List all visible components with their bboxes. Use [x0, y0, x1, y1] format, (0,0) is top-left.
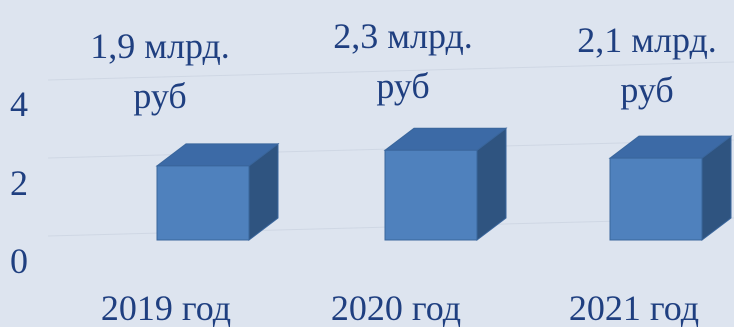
- y-tick-label: 4: [10, 84, 28, 124]
- data-label: руб: [133, 76, 186, 116]
- y-tick-label: 2: [10, 163, 28, 203]
- data-label: 2,3 млрд.: [333, 16, 473, 56]
- bar: [156, 165, 250, 241]
- data-label: 1,9 млрд.: [90, 26, 230, 66]
- y-tick-label: 0: [10, 241, 28, 281]
- bar: [384, 149, 478, 241]
- x-tick-label: 2020 год: [331, 288, 461, 327]
- bar: [609, 157, 703, 241]
- data-label: руб: [620, 70, 673, 110]
- x-tick-label: 2021 год: [569, 288, 699, 327]
- gridline: [47, 61, 734, 81]
- data-label: 2,1 млрд.: [577, 20, 717, 60]
- bars: [155, 127, 733, 242]
- x-tick-label: 2019 год: [101, 288, 231, 327]
- data-label: руб: [376, 66, 429, 106]
